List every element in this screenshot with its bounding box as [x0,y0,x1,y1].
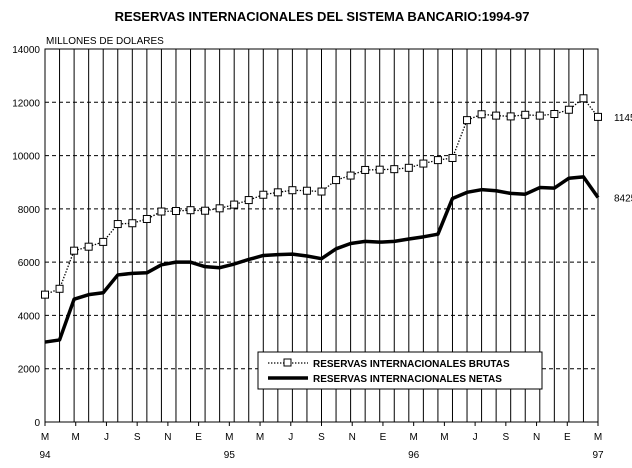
x-tick-label: M [41,432,49,443]
year-label: 94 [39,450,51,461]
x-tick-label: E [380,432,387,443]
data-point-brutas [171,206,180,215]
data-point-brutas [99,237,108,246]
x-tick-label: J [104,432,109,443]
data-point-brutas [521,110,530,119]
legend-label-netas: RESERVAS INTERNACIONALES NETAS [313,374,502,385]
data-point-brutas [84,242,93,251]
data-point-brutas [259,190,268,199]
data-point-brutas [550,110,559,119]
data-point-brutas [186,206,195,215]
series-netas [44,175,600,344]
series-brutas [41,94,602,299]
x-tick-label: S [134,432,141,443]
data-point-brutas [55,284,64,293]
x-tick-label: J [473,432,478,443]
y-tick-label: 4000 [18,311,41,322]
data-point-brutas [288,186,297,195]
legend-label-brutas: RESERVAS INTERNACIONALES BRUTAS [313,359,510,370]
data-point-brutas [230,200,239,209]
y-axis-ticks: 0 2000 4000 6000 8000 10000 12000 14000 [12,45,40,429]
data-point-brutas [535,111,544,120]
data-point-brutas [142,214,151,223]
data-point-brutas [332,176,341,185]
data-point-brutas [433,156,442,165]
x-tick-label: S [502,432,509,443]
legend-marker-brutas [283,358,292,367]
data-point-brutas [302,186,311,195]
x-tick-label: E [195,432,202,443]
data-point-brutas [41,290,49,299]
y-tick-label: 2000 [18,365,41,376]
chart-title: RESERVAS INTERNACIONALES DEL SISTEMA BAN… [115,9,530,24]
y-tick-label: 14000 [12,45,40,56]
data-point-brutas [273,188,282,197]
x-tick-label: N [533,432,540,443]
x-tick-label: J [288,432,293,443]
y-tick-label: 10000 [12,152,40,163]
data-point-brutas [477,110,486,119]
data-point-brutas [346,171,355,180]
data-point-brutas [594,112,602,121]
data-point-brutas [215,204,224,213]
data-point-brutas [375,165,384,174]
year-label: 96 [408,450,420,461]
x-tick-label: M [225,432,233,443]
data-point-brutas [492,111,501,120]
data-point-brutas [390,165,399,174]
end-label-brutas: 11452, [614,113,632,124]
data-point-brutas [361,165,370,174]
year-label: 97 [592,450,604,461]
end-labels: 11452, 8425,0 [614,113,632,205]
y-tick-label: 12000 [12,98,40,109]
data-point-brutas [244,196,253,205]
series-line-netas [44,175,600,344]
legend-box [257,351,543,390]
data-point-brutas [157,207,166,216]
y-tick-label: 8000 [18,205,41,216]
data-point-brutas [201,206,210,215]
x-tick-label: M [72,432,80,443]
x-tick-label: E [564,432,571,443]
x-tick-label: S [318,432,325,443]
x-tick-label: M [594,432,602,443]
x-tick-label: N [349,432,356,443]
y-axis-label: MILLONES DE DOLARES [46,36,164,47]
legend: RESERVAS INTERNACIONALES BRUTAS RESERVAS… [257,351,543,390]
end-label-netas: 8425,0 [614,194,632,205]
x-tick-label: M [409,432,417,443]
x-axis-year-labels: 94 95 96 97 [39,450,604,461]
data-point-brutas [564,105,573,114]
x-tick-label: M [440,432,448,443]
data-point-brutas [128,219,137,228]
data-point-brutas [113,220,122,229]
y-tick-label: 0 [34,418,40,429]
x-tick-label: M [256,432,264,443]
data-point-brutas [317,187,326,196]
x-tick-label: N [164,432,171,443]
data-point-brutas [404,163,413,172]
year-label: 95 [224,450,236,461]
data-point-brutas [70,246,79,255]
y-tick-label: 6000 [18,258,41,269]
data-point-brutas [448,153,457,162]
data-point-brutas [419,159,428,168]
data-point-brutas [579,94,588,103]
data-point-brutas [506,112,515,121]
data-point-brutas [463,116,472,125]
